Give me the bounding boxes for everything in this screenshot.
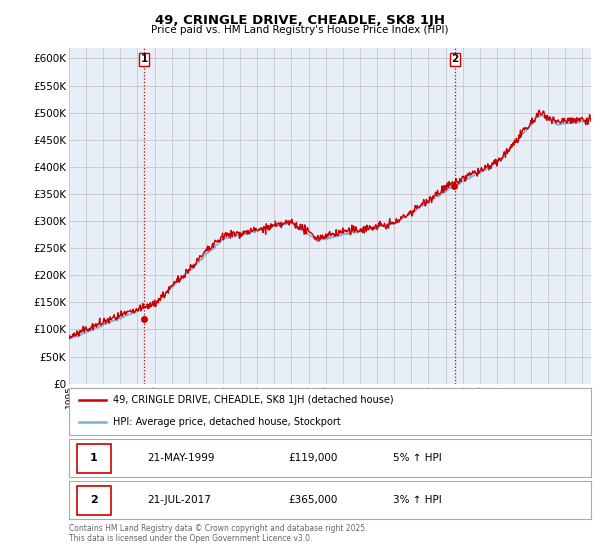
Text: 3% ↑ HPI: 3% ↑ HPI <box>392 495 442 505</box>
Text: 2: 2 <box>451 54 458 64</box>
Text: 21-MAY-1999: 21-MAY-1999 <box>148 453 215 463</box>
Text: Price paid vs. HM Land Registry's House Price Index (HPI): Price paid vs. HM Land Registry's House … <box>151 25 449 35</box>
Text: 1: 1 <box>140 54 148 64</box>
Text: 21-JUL-2017: 21-JUL-2017 <box>148 495 211 505</box>
FancyBboxPatch shape <box>77 486 111 515</box>
Text: Contains HM Land Registry data © Crown copyright and database right 2025.
This d: Contains HM Land Registry data © Crown c… <box>69 524 367 543</box>
Text: £119,000: £119,000 <box>288 453 338 463</box>
Text: 49, CRINGLE DRIVE, CHEADLE, SK8 1JH: 49, CRINGLE DRIVE, CHEADLE, SK8 1JH <box>155 14 445 27</box>
Text: 2: 2 <box>90 495 98 505</box>
Text: 1: 1 <box>90 453 98 463</box>
Text: 5% ↑ HPI: 5% ↑ HPI <box>392 453 442 463</box>
Text: 49, CRINGLE DRIVE, CHEADLE, SK8 1JH (detached house): 49, CRINGLE DRIVE, CHEADLE, SK8 1JH (det… <box>113 395 394 405</box>
FancyBboxPatch shape <box>77 444 111 473</box>
Text: £365,000: £365,000 <box>288 495 338 505</box>
Text: HPI: Average price, detached house, Stockport: HPI: Average price, detached house, Stoc… <box>113 417 341 427</box>
